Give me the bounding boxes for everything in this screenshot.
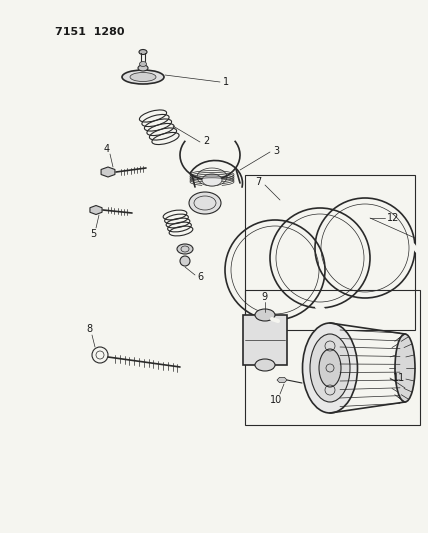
Bar [243, 315, 287, 365]
Polygon shape [90, 206, 102, 214]
Circle shape [180, 256, 190, 266]
Ellipse shape [255, 359, 275, 371]
Ellipse shape [189, 192, 221, 214]
Text: 1: 1 [223, 77, 229, 87]
Ellipse shape [138, 65, 148, 71]
Ellipse shape [395, 334, 415, 402]
Ellipse shape [139, 50, 147, 54]
Ellipse shape [303, 323, 357, 413]
Text: 8: 8 [86, 324, 92, 334]
Text: 7151  1280: 7151 1280 [55, 27, 125, 37]
Text: 2: 2 [203, 136, 209, 146]
Ellipse shape [255, 309, 275, 321]
Ellipse shape [177, 244, 193, 254]
Text: 6: 6 [197, 272, 203, 282]
Bar [245, 175, 415, 330]
Ellipse shape [140, 61, 146, 67]
Ellipse shape [130, 72, 156, 82]
Ellipse shape [202, 174, 222, 186]
Text: 7: 7 [255, 177, 261, 187]
Text: 10: 10 [270, 395, 282, 405]
Text: 9: 9 [261, 292, 267, 302]
Ellipse shape [319, 349, 341, 387]
Polygon shape [101, 167, 115, 177]
Ellipse shape [310, 334, 350, 402]
Text: 5: 5 [90, 229, 96, 239]
Polygon shape [277, 377, 287, 383]
Text: 12: 12 [387, 213, 399, 223]
Text: 4: 4 [104, 144, 110, 154]
Bar [245, 290, 420, 425]
Text: 3: 3 [273, 146, 279, 156]
Text: 11: 11 [393, 373, 405, 383]
Ellipse shape [122, 70, 164, 84]
